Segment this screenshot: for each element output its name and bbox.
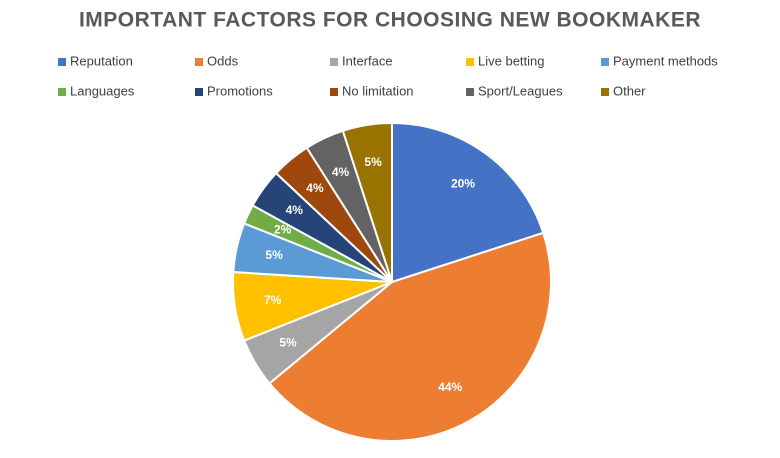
legend-swatch (466, 58, 474, 66)
data-label: 2% (274, 223, 292, 237)
legend-label: No limitation (342, 83, 414, 98)
legend-label: Payment methods (613, 53, 718, 68)
legend-swatch (58, 58, 66, 66)
legend-swatch (195, 88, 203, 96)
legend-swatch (58, 88, 66, 96)
data-label: 5% (279, 336, 297, 350)
legend-label: Other (613, 83, 646, 98)
legend-swatch (330, 88, 338, 96)
legend-label: Reputation (70, 53, 133, 68)
data-label: 20% (451, 176, 475, 190)
legend-swatch (195, 58, 203, 66)
data-label: 4% (332, 165, 350, 179)
pie-slice (268, 231, 552, 442)
legend-label: Promotions (207, 83, 273, 98)
legend-swatch (466, 88, 474, 96)
pie-slice (341, 121, 393, 283)
data-label: 4% (306, 181, 324, 195)
legend-swatch (330, 58, 338, 66)
legend-label: Odds (207, 53, 239, 68)
legend-swatch (601, 58, 609, 66)
legend-label: Live betting (478, 53, 545, 68)
legend-label: Languages (70, 83, 135, 98)
legend-label: Sport/Leagues (478, 83, 563, 98)
data-label: 5% (265, 248, 283, 262)
chart-title: IMPORTANT FACTORS FOR CHOOSING NEW BOOKM… (79, 9, 701, 32)
data-label: 44% (438, 380, 462, 394)
legend-label: Interface (342, 53, 393, 68)
pie-slice (391, 121, 545, 284)
data-label: 5% (364, 155, 382, 169)
data-label: 4% (286, 203, 304, 217)
data-label: 7% (264, 293, 282, 307)
legend-swatch (601, 88, 609, 96)
